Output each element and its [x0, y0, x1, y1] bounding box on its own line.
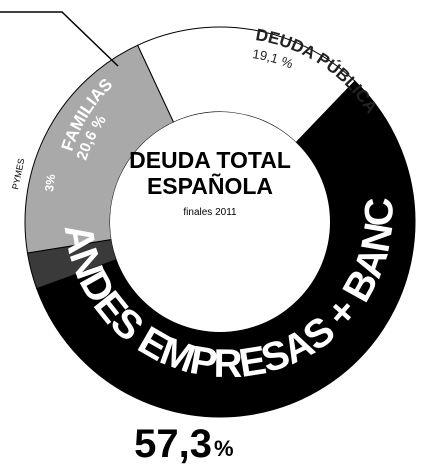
chart-title-line-2: ESPAÑOLA — [147, 172, 273, 199]
chart-title-line-1: DEUDA TOTAL — [129, 147, 291, 173]
chart-subtitle: finales 2011 — [183, 207, 237, 218]
slice-label-pymes: PYMES — [10, 158, 26, 191]
donut-hole — [110, 112, 330, 332]
slice-value-grandes-empresas: 57,3 — [134, 422, 212, 466]
donut-slices — [24, 26, 416, 418]
leader-line — [0, 11, 119, 67]
slice-value-pymes: 3% — [42, 173, 58, 192]
slice-value-grandes-empresas-unit: % — [214, 436, 234, 461]
